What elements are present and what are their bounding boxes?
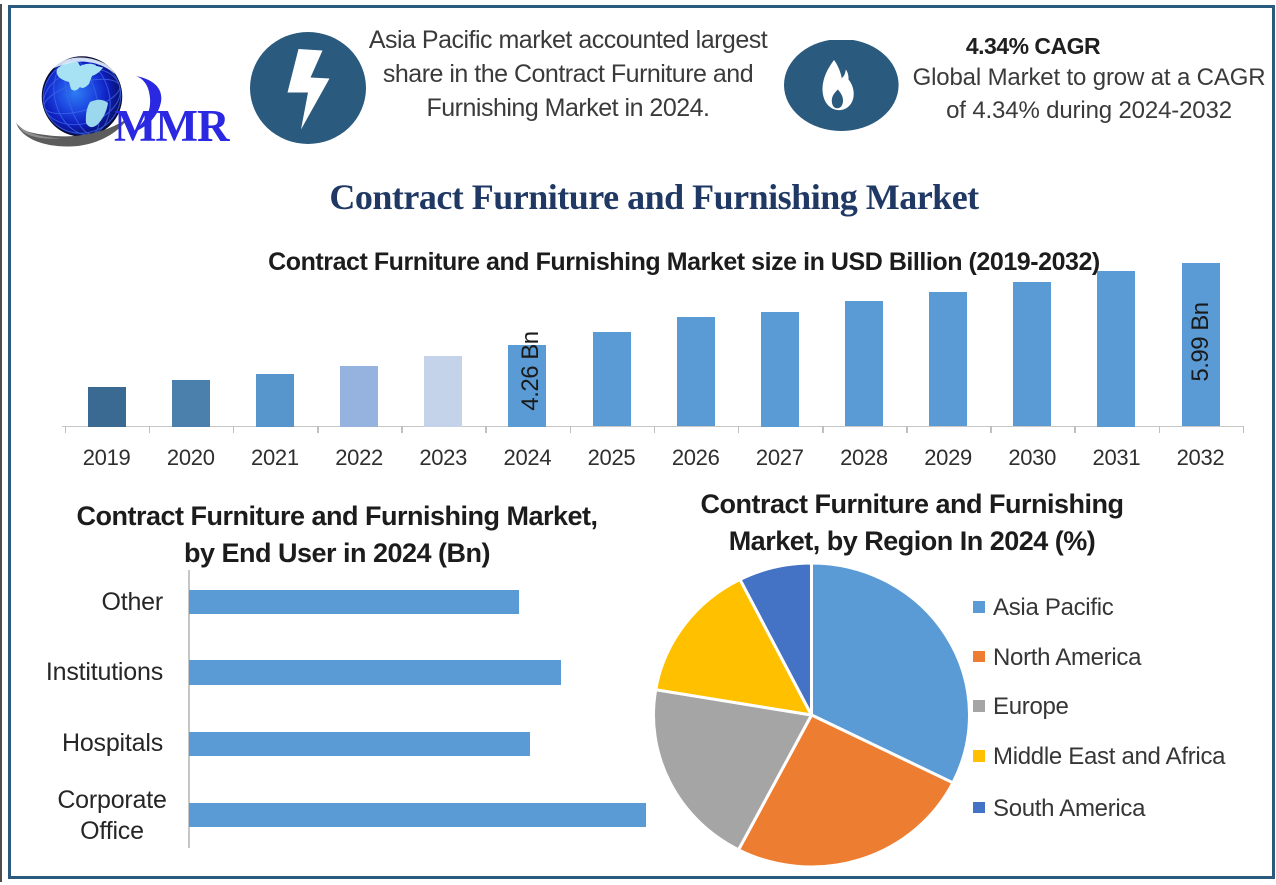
svg-text:MMR: MMR — [114, 101, 230, 151]
